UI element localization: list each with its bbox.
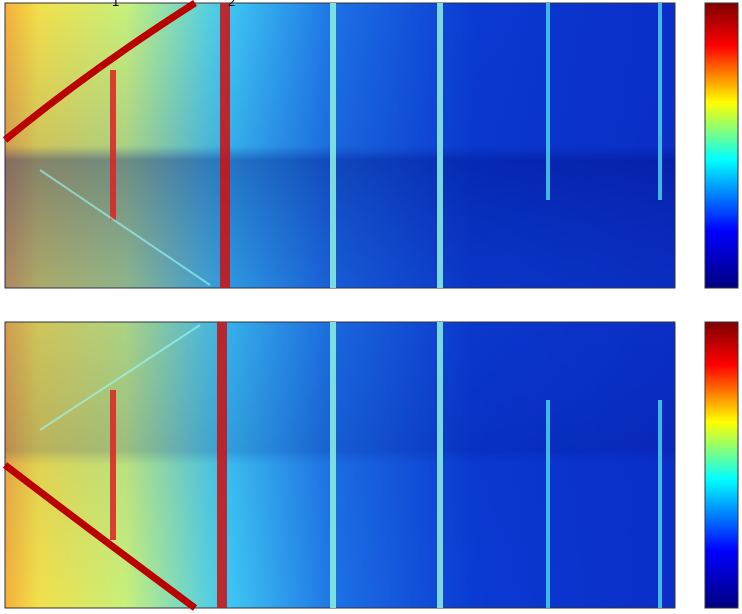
marker-label: 1 <box>112 0 119 9</box>
bottom-heatmap <box>2 321 676 611</box>
marker-label: 2 <box>228 0 235 9</box>
colorbar <box>704 321 739 609</box>
top-heatmap: 1 2 <box>2 0 676 289</box>
colorbar <box>704 2 739 289</box>
